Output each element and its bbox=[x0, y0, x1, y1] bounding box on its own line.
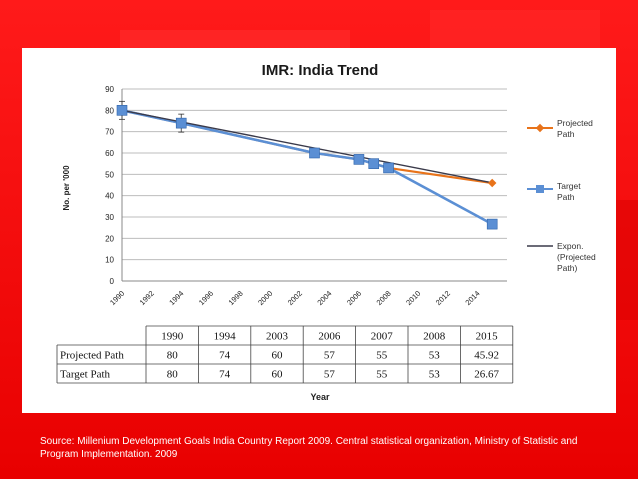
y-tick-label: 70 bbox=[105, 128, 114, 137]
legend-projected-marker bbox=[535, 123, 545, 133]
target-path-point bbox=[486, 218, 498, 230]
y-tick-label: 20 bbox=[105, 234, 114, 243]
x-tick-label: 2004 bbox=[315, 289, 333, 307]
y-tick-label: 90 bbox=[105, 85, 114, 94]
target-path-point bbox=[353, 154, 365, 165]
table-header-cell: 1990 bbox=[161, 331, 184, 343]
x-tick-label: 2002 bbox=[286, 289, 304, 307]
table-header-cell: 2008 bbox=[423, 331, 446, 343]
y-tick-label: 30 bbox=[105, 213, 114, 222]
table-cell: 80 bbox=[167, 350, 179, 362]
y-tick-label: 80 bbox=[105, 106, 114, 115]
table-cell: 53 bbox=[429, 369, 441, 381]
table-header-cell: 2007 bbox=[371, 331, 394, 343]
x-tick-label: 2008 bbox=[375, 289, 393, 307]
table-cell: 80 bbox=[167, 369, 179, 381]
table-header-cell: 2006 bbox=[318, 331, 341, 343]
table-row-label: Target Path bbox=[60, 369, 111, 381]
y-tick-label: 40 bbox=[105, 192, 114, 201]
y-tick-label: 0 bbox=[110, 277, 115, 286]
legend-expon-label: Path) bbox=[557, 263, 577, 273]
table-row-label: Projected Path bbox=[60, 350, 124, 362]
table-header-cell: 2003 bbox=[266, 331, 289, 343]
chart-title: IMR: India Trend bbox=[262, 62, 379, 79]
imr-chart: IMR: India Trend No. per '000 0 10 20 30 40 5… bbox=[56, 62, 596, 402]
y-tick-label: 10 bbox=[105, 256, 114, 265]
x-tick-label: 1994 bbox=[167, 289, 185, 307]
legend-expon-label: Expon. bbox=[557, 241, 583, 251]
legend-target-label: Target bbox=[557, 181, 581, 191]
table-cell: 74 bbox=[219, 369, 231, 381]
legend-expon-label: (Projected bbox=[557, 252, 596, 262]
source-note: Source: Millenium Development Goals Indi… bbox=[40, 436, 578, 460]
target-path-point bbox=[175, 117, 187, 129]
target-path-point bbox=[368, 158, 380, 169]
table-header-cell: 2015 bbox=[476, 331, 499, 343]
table-cell: 26.67 bbox=[474, 369, 499, 381]
table-cell: 57 bbox=[324, 369, 336, 381]
chart-panel: IMR: India Trend No. per '000 0 10 20 30 40 5… bbox=[22, 48, 616, 413]
table-cell: 55 bbox=[376, 369, 388, 381]
target-path-point bbox=[116, 105, 128, 116]
table-cell: 55 bbox=[376, 350, 388, 362]
target-path-point bbox=[383, 162, 394, 174]
x-tick-label: 2010 bbox=[404, 289, 422, 307]
table-header-cell: 1994 bbox=[214, 331, 237, 343]
y-tick-label: 60 bbox=[105, 149, 114, 158]
legend-target-label: Path bbox=[557, 192, 575, 202]
legend-target-marker bbox=[536, 185, 544, 193]
y-tick-label: 50 bbox=[105, 170, 114, 179]
target-path-point bbox=[309, 147, 320, 159]
x-tick-label: 1996 bbox=[197, 289, 215, 307]
x-tick-label: 1998 bbox=[227, 289, 245, 307]
legend-projected-label: Path bbox=[557, 129, 575, 139]
table-cell: 60 bbox=[272, 350, 284, 362]
table-cell: 53 bbox=[429, 350, 441, 362]
x-tick-label: 2012 bbox=[434, 289, 452, 307]
table-cell: 74 bbox=[219, 350, 231, 362]
y-axis-label: No. per '000 bbox=[62, 165, 71, 211]
x-tick-label: 1990 bbox=[108, 289, 126, 307]
table-cell: 45.92 bbox=[474, 350, 499, 362]
table-cell: 60 bbox=[272, 369, 284, 381]
table-cell: 57 bbox=[324, 350, 336, 362]
legend-projected-label: Projected bbox=[557, 118, 593, 128]
x-tick-label: 2014 bbox=[463, 289, 481, 307]
x-tick-label: 1992 bbox=[138, 289, 156, 307]
x-tick-label: 2006 bbox=[345, 289, 363, 307]
x-axis-label: Year bbox=[310, 392, 330, 402]
projected-path-point bbox=[487, 178, 497, 188]
x-tick-label: 2000 bbox=[256, 289, 274, 307]
